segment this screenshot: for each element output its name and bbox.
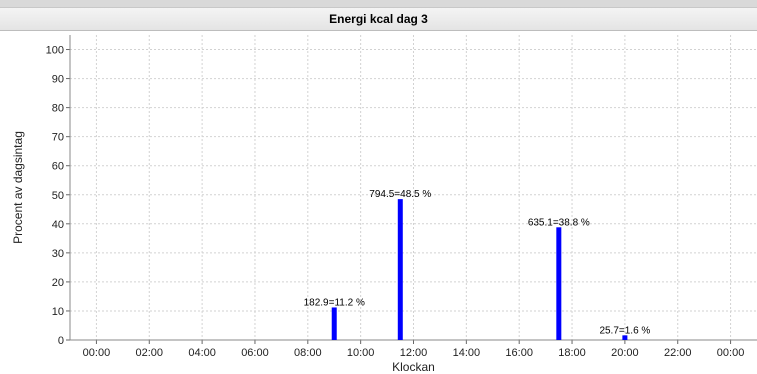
y-tick-label: 20: [52, 277, 64, 289]
y-tick-label: 40: [52, 219, 64, 231]
x-tick-label: 02:00: [136, 347, 164, 359]
y-tick-label: 50: [52, 190, 64, 202]
chart-title-bar: Energi kcal dag 3: [0, 8, 757, 31]
bar-value-label: 25.7=1.6 %: [599, 325, 650, 336]
bar: [331, 307, 337, 340]
x-axis-label: Klockan: [392, 360, 435, 374]
x-tick-label: 06:00: [241, 347, 269, 359]
x-tick-label: 22:00: [664, 347, 692, 359]
y-tick-label: 90: [52, 74, 64, 86]
y-tick-label: 80: [52, 103, 64, 115]
x-tick-label: 08:00: [294, 347, 322, 359]
y-tick-label: 60: [52, 161, 64, 173]
bar: [622, 335, 628, 340]
x-tick-label: 00:00: [83, 347, 111, 359]
x-tick-label: 18:00: [558, 347, 586, 359]
x-tick-label: 14:00: [453, 347, 481, 359]
x-tick-label: 04:00: [188, 347, 216, 359]
bar: [556, 227, 562, 340]
x-tick-label: 00:00: [717, 347, 745, 359]
y-tick-label: 70: [52, 132, 64, 144]
bar: [397, 199, 403, 340]
window-top-strip: [0, 0, 757, 8]
x-tick-label: 10:00: [347, 347, 375, 359]
chart-title: Energi kcal dag 3: [329, 12, 428, 26]
y-tick-label: 10: [52, 306, 64, 318]
bar-value-label: 635.1=38.8 %: [528, 217, 590, 228]
x-tick-label: 12:00: [400, 347, 428, 359]
bar-value-label: 794.5=48.5 %: [369, 189, 431, 200]
y-tick-label: 0: [58, 335, 64, 347]
y-axis-label: Procent av dagsintag: [11, 131, 25, 244]
bar-value-label: 182.9=11.2 %: [304, 297, 365, 308]
y-tick-label: 30: [52, 248, 64, 260]
y-tick-label: 100: [46, 45, 64, 57]
x-tick-label: 16:00: [505, 347, 533, 359]
x-tick-label: 20:00: [611, 347, 639, 359]
